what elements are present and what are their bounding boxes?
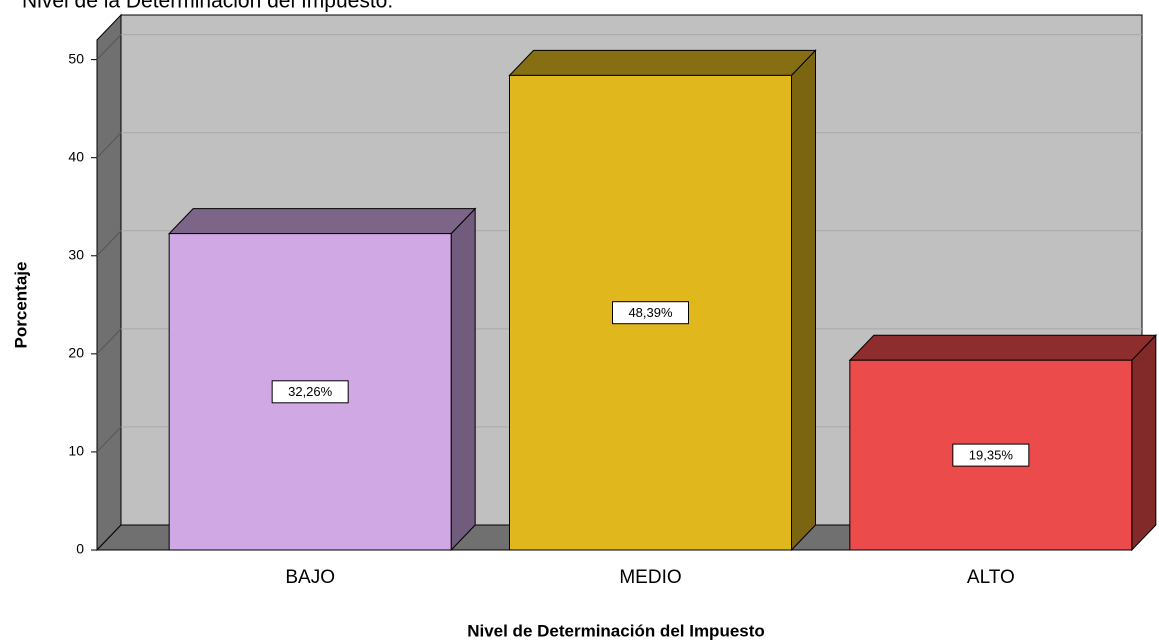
bar-top [167,208,477,235]
y-tick-label: 50 [68,50,84,66]
value-label: 19,35% [969,448,1014,463]
value-label: 32,26% [288,384,333,399]
y-tick-label: 30 [68,246,84,262]
bar [508,49,817,552]
bar-side [450,207,476,552]
y-tick-label: 10 [68,443,84,459]
x-axis-title: Nivel de Determinación del Impuesto [467,621,765,640]
grid-line [96,230,122,257]
bar-side [791,49,816,552]
left-wall [96,13,122,552]
value-label-box [271,380,349,404]
bar [848,333,1158,552]
grid-line [96,132,122,159]
grid-line [96,426,122,453]
grid-line [96,34,122,60]
x-tick-label: BAJO [285,567,335,588]
x-tick-label: ALTO [967,567,1015,588]
value-label-box [612,301,689,325]
bar-top [508,49,817,76]
value-label: 48,39% [628,305,673,320]
bar-side [1131,333,1157,552]
bar-top [848,334,1158,361]
chart-title: Nivel de la Determinación del Impuesto: [22,0,393,13]
y-tick-label: 0 [76,541,84,557]
value-label-box [952,443,1030,467]
bar [167,207,477,552]
y-axis-title: Porcentaje [11,262,30,349]
y-tick-label: 20 [68,345,84,361]
x-tick-label: MEDIO [619,567,681,588]
y-tick-label: 40 [68,148,84,164]
grid-line [96,328,122,355]
